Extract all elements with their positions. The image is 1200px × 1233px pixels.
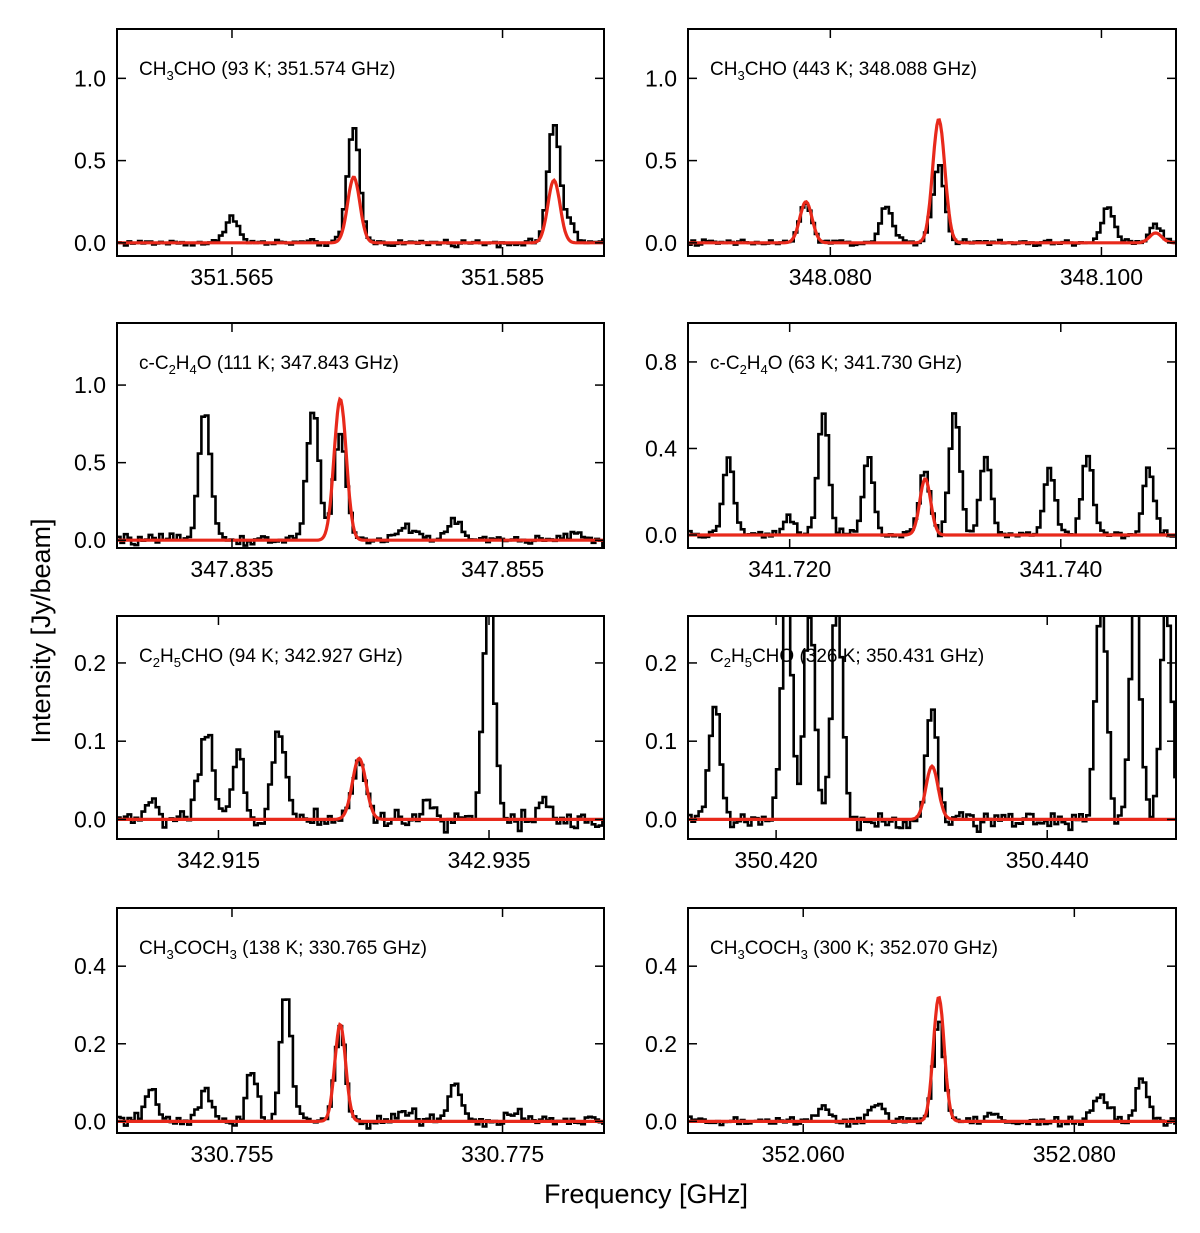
y-tick-label: 1.0 [74, 65, 106, 91]
x-tick-label: 350.440 [1006, 847, 1089, 873]
y-tick-label: 0.0 [645, 1108, 677, 1134]
y-tick-label: 0.8 [645, 349, 677, 375]
x-tick-label: 330.775 [461, 1141, 544, 1167]
y-tick-label: 0.0 [645, 806, 677, 832]
x-tick-label: 341.720 [748, 556, 831, 582]
y-tick-label: 0.5 [74, 148, 106, 174]
x-axis-title: Frequency [GHz] [544, 1179, 748, 1209]
x-tick-label: 341.740 [1019, 556, 1102, 582]
panel-title: CH3COCH3 (300 K; 352.070 GHz) [710, 938, 998, 962]
observed-spectrum-line [688, 164, 1176, 247]
model-spectrum-line [688, 764, 1176, 821]
y-tick-label: 1.0 [74, 372, 106, 398]
y-tick-label: 0.4 [645, 953, 677, 979]
spectrum-panel: 352.060 352.080 0.0 0.2 0.4 CH3COCH3 (300 K; … [645, 907, 1177, 1167]
panel-frame [687, 322, 1177, 549]
model-spectrum-line [688, 118, 1176, 245]
panel-frame [687, 28, 1177, 257]
model-spectrum-line [117, 175, 604, 245]
panel-title: C2H5CHO (94 K; 342.927 GHz) [139, 646, 403, 670]
y-tick-label: 0.2 [645, 650, 677, 676]
x-tick-label: 351.585 [461, 264, 544, 290]
y-tick-label: 0.5 [74, 450, 106, 476]
y-tick-label: 0.0 [74, 527, 106, 553]
panel-title: c-C2H4O (111 K; 347.843 GHz) [139, 353, 399, 377]
x-tick-label: 352.080 [1033, 1141, 1116, 1167]
x-tick-label: 342.915 [177, 847, 260, 873]
panel-frame [116, 907, 605, 1134]
panel-title: CH3CHO (443 K; 348.088 GHz) [710, 59, 977, 83]
panel-title: c-C2H4O (63 K; 341.730 GHz) [710, 353, 962, 377]
model-spectrum-line [688, 477, 1176, 537]
y-tick-label: 0.2 [645, 1031, 677, 1057]
panel-frame [116, 615, 605, 840]
x-tick-label: 351.565 [190, 264, 273, 290]
spectrum-panel: 348.080 348.100 0.0 0.5 1.0 CH3CHO (443 K; 34… [645, 28, 1177, 290]
x-tick-label: 330.755 [190, 1141, 273, 1167]
y-tick-label: 0.1 [74, 728, 106, 754]
y-tick-label: 0.1 [645, 728, 677, 754]
spectrum-panel: 330.755 330.775 0.0 0.2 0.4 CH3COCH3 (138 K; … [74, 907, 605, 1167]
x-tick-label: 348.100 [1060, 264, 1143, 290]
y-tick-label: 0.0 [645, 522, 677, 548]
model-spectrum-line [117, 396, 604, 542]
x-tick-label: 348.080 [789, 264, 872, 290]
x-tick-label: 352.060 [762, 1141, 845, 1167]
model-spectrum-line [117, 756, 604, 821]
y-tick-label: 0.0 [74, 230, 106, 256]
model-spectrum-line [688, 995, 1176, 1123]
panel-frame [687, 615, 1177, 840]
y-tick-label: 0.0 [74, 1108, 106, 1134]
y-tick-label: 0.2 [74, 650, 106, 676]
x-tick-label: 347.855 [461, 556, 544, 582]
y-axis-title: Intensity [Jy/beam] [26, 518, 56, 743]
y-tick-label: 0.0 [74, 806, 106, 832]
panel-title: C2H5CHO (326 K; 350.431 GHz) [710, 646, 984, 670]
spectrum-panel: 342.915 342.935 0.0 0.1 0.2 C2H5CHO (94 K; 34… [74, 615, 605, 873]
observed-spectrum-line [117, 616, 604, 834]
y-tick-label: 1.0 [645, 65, 677, 91]
observed-spectrum-line [117, 411, 604, 547]
y-tick-label: 0.4 [645, 435, 677, 461]
x-tick-label: 347.835 [190, 556, 273, 582]
panel-grid: 351.565 351.585 0.0 0.5 1.0 CH3CHO (93 K; 351… [74, 28, 1177, 1167]
panel-frame [116, 28, 605, 257]
observed-spectrum-line [688, 616, 1176, 833]
y-tick-label: 0.4 [74, 953, 106, 979]
x-tick-label: 350.420 [735, 847, 818, 873]
x-tick-label: 342.935 [447, 847, 530, 873]
panel-frame [116, 322, 605, 549]
y-tick-label: 0.5 [645, 148, 677, 174]
spectrum-panel: 351.565 351.585 0.0 0.5 1.0 CH3CHO (93 K; 351… [74, 28, 605, 290]
spectrum-panel: 350.420 350.440 0.0 0.1 0.2 C2H5CHO (326 K; 3… [645, 615, 1177, 873]
y-tick-label: 0.0 [645, 230, 677, 256]
observed-spectrum-line [117, 998, 604, 1130]
panel-title: CH3COCH3 (138 K; 330.765 GHz) [139, 938, 427, 962]
panel-title: CH3CHO (93 K; 351.574 GHz) [139, 59, 395, 83]
spectrum-panel: 341.720 341.740 0.0 0.4 0.8 c-C2H4O (63 K; 34… [645, 322, 1177, 582]
model-spectrum-line [117, 1022, 604, 1123]
y-tick-label: 0.2 [74, 1031, 106, 1057]
spectrum-panel: 347.835 347.855 0.0 0.5 1.0 c-C2H4O (111 K; 3… [74, 322, 605, 582]
panel-frame [687, 907, 1177, 1134]
